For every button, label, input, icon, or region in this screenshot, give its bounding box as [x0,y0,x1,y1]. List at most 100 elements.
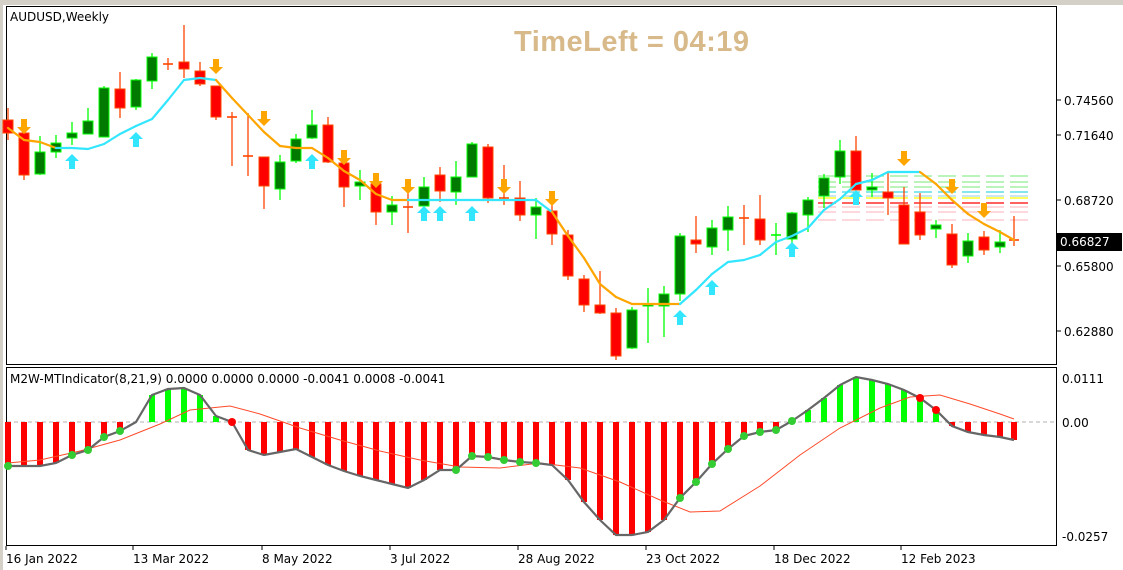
red-dot [916,394,924,402]
histogram-bar-negative [21,422,27,466]
ma-segment [854,178,874,186]
green-dot [756,428,764,436]
bull-candle [306,124,318,139]
ma-segment [86,142,106,151]
histogram-bar-negative [389,422,395,484]
bull-candle [130,79,142,108]
ma-segment [102,132,122,146]
price-axis[interactable]: 0.74560 0.71640 0.68720 0.65800 0.62880 0.011… [1057,94,1114,544]
green-dot [100,433,108,441]
histogram-bar-negative [5,422,11,466]
down-arrow-icon [337,150,351,165]
bear-candle [210,85,222,118]
bull-candle [802,199,814,216]
ma-segment [790,226,810,238]
histogram-bar-negative [293,422,299,449]
histogram-bar-negative [309,422,315,457]
down-arrow-icon [209,59,223,74]
down-arrow-icon [897,151,911,166]
ma-segment [982,222,1002,234]
red-dot [228,418,236,426]
histogram-bar-negative [437,422,443,470]
ma-segment [38,140,58,150]
histogram-bar-negative [581,422,587,502]
histogram-bar-negative [981,422,987,435]
bear-candle [754,218,766,241]
histogram-bar-negative [469,422,475,456]
histogram-bar-positive [885,384,891,422]
histogram-bar-negative [725,422,731,449]
down-arrow-icon [257,111,271,126]
histogram-bar-negative [549,422,555,465]
bull-candle [866,186,878,191]
signal-arrows [17,59,991,325]
bull-candle [994,241,1006,248]
bear-candle [482,146,494,199]
up-arrow-icon [849,190,863,205]
indicator-panel-border [6,367,1057,546]
down-arrow-icon [369,173,383,188]
histogram-bar-negative [37,422,43,466]
histogram-bar-negative [997,422,1003,437]
ma-segment [150,98,170,121]
histogram-bar-negative [501,422,507,460]
bull-candle [290,138,302,162]
bull-candle [66,132,78,139]
ma-segment [998,230,1016,242]
main-line [8,375,1015,537]
ma-segment [918,170,938,186]
bear-candle [594,304,606,314]
ma-segment [966,212,986,226]
green-dot [740,432,748,440]
histogram-bar-negative [117,422,123,431]
ma-segment [326,156,346,173]
x-tick-label: 18 Dec 2022 [774,552,851,566]
histogram-bar-negative [965,422,971,432]
histogram-bar-negative [325,422,331,465]
indicator-y-tick-label: -0.0257 [1062,530,1108,544]
bear-candle [914,211,926,236]
ma-segment [742,253,762,262]
bear-candle [946,233,958,266]
ma-segment [710,260,730,276]
time-axis[interactable]: 16 Jan 2022 13 Mar 2022 8 May 2022 3 Jul 20… [5,546,976,566]
ma-segment [6,126,26,142]
ma-segment [134,117,154,128]
histogram-bar-positive [213,416,219,422]
up-arrow-icon [417,206,431,221]
bear-candle [178,61,190,70]
indicator-title: M2W-MTIndicator(8,21,9) 0.0000 0.0000 0.… [10,372,446,386]
bull-candle [146,56,158,82]
histogram-bar-negative [613,422,619,535]
histogram-bar-negative [661,422,667,520]
bull-candle [930,224,942,230]
bear-candle [546,210,558,235]
bull-candle [706,227,718,248]
ma-segment [182,76,202,82]
green-dot [452,466,460,474]
x-tick-label: 8 May 2022 [262,552,333,566]
ma-segment [758,240,778,257]
histogram-bar-positive [917,398,923,422]
ma-segment [726,258,746,264]
histogram-bar-negative [85,422,91,450]
histogram-bar-negative [741,422,747,436]
ma-segment [198,76,218,82]
histogram-bar-negative [453,422,459,470]
green-dot [772,426,780,434]
up-arrow-icon [673,310,687,325]
histogram-bar-negative [645,422,651,532]
ma-segment [278,144,298,150]
window-top-edge [0,0,1123,5]
ma-segment [22,138,42,144]
bear-candle [322,124,334,163]
histogram-bar-positive [165,389,171,422]
histogram-bar-negative [101,422,107,437]
bear-candle [2,119,14,134]
green-dot [468,452,476,460]
histogram-bar-negative [373,422,379,480]
green-dot [68,451,76,459]
histogram-bar-negative [277,422,283,452]
bull-candle [466,143,478,178]
